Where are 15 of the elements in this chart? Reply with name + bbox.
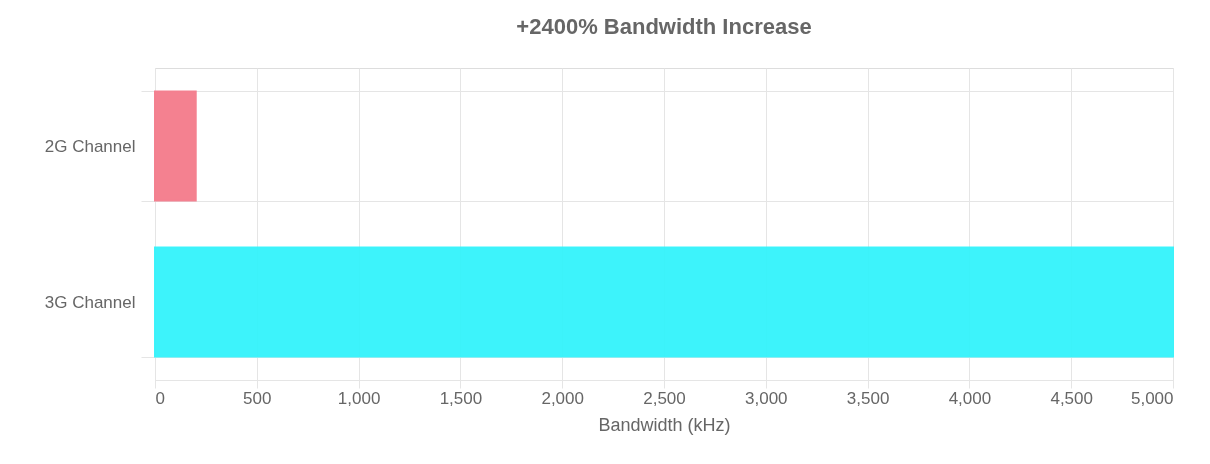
x-tick-label: 5,000 (1130, 388, 1174, 408)
x-tick-label: 4,000 (948, 388, 992, 408)
x-tick-label: 1,000 (337, 388, 381, 408)
x-tick-label: 4,500 (1050, 388, 1093, 408)
x-tick-label: 2,500 (643, 388, 686, 408)
x-tick-label: 1,500 (439, 388, 483, 408)
x-tick-label: 500 (243, 388, 272, 408)
x-tick-label: 3,500 (846, 388, 890, 408)
x-tick-label: 2,000 (541, 388, 584, 408)
x-tick-label: 0 (155, 388, 165, 408)
x-axis-title: Bandwidth (kHz) (598, 414, 731, 435)
y-tick-label: 2G Channel (44, 136, 136, 156)
chart-title: +2400% Bandwidth Increase (516, 14, 812, 39)
x-tick-label: 3,000 (745, 388, 788, 408)
y-tick-label: 3G Channel (44, 292, 136, 312)
